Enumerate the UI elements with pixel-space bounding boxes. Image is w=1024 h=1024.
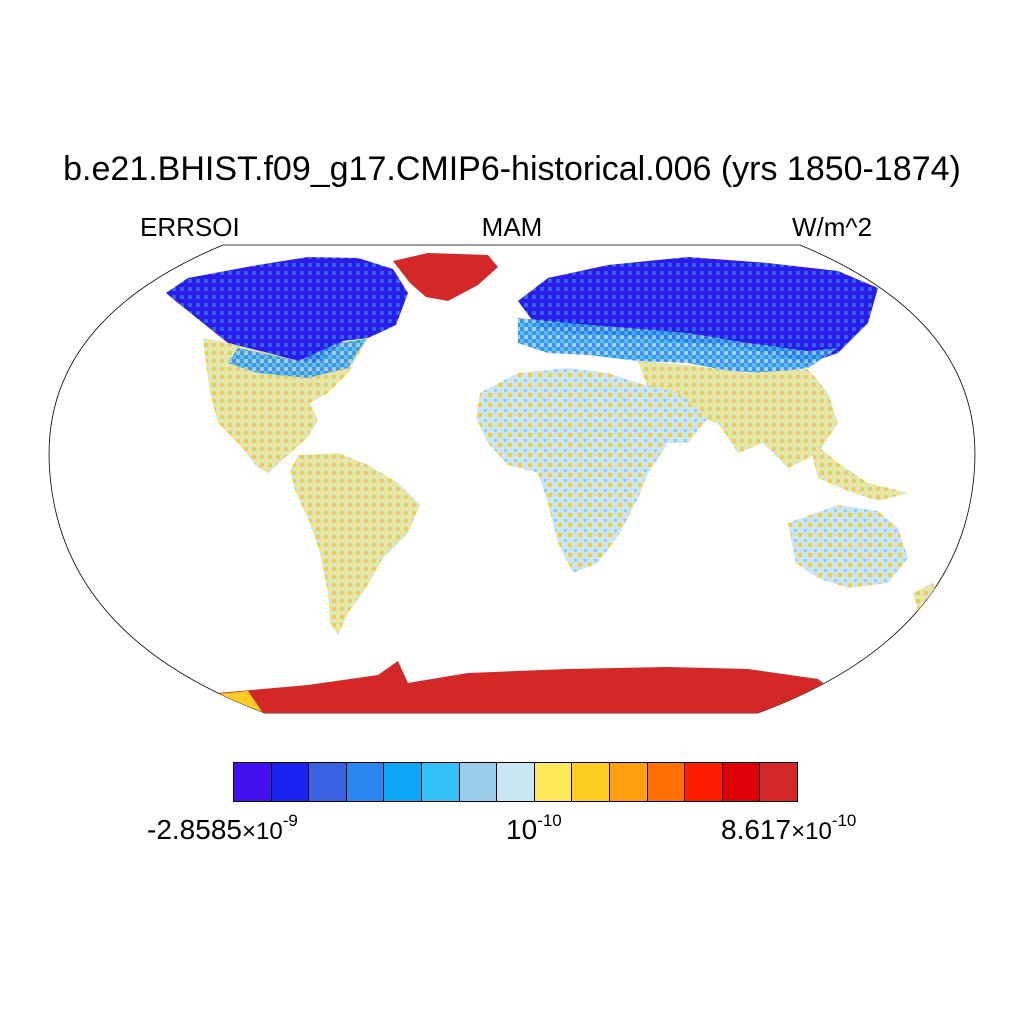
australia [788,505,908,588]
colorbar-box [760,763,797,801]
colorbar-max-label: 8.617×10-10 [721,811,857,845]
figure-title: b.e21.BHIST.f09_g17.CMIP6-historical.006… [63,150,961,188]
colorbar-box [459,763,498,801]
north-america-north [166,257,408,363]
units-label: W/m^2 [792,212,873,242]
colorbar-box [534,763,573,801]
colorbar-mid-label: 10-10 [506,811,562,845]
colorbar-box [647,763,686,801]
mid-lat-north-america [228,339,366,378]
season-label: MAM [481,212,543,242]
africa [476,368,668,573]
world-map [48,244,976,714]
colorbar-box [346,763,385,801]
colorbar-box [271,763,310,801]
antarctica [218,661,838,713]
south-america [290,453,420,635]
colorbar-box [685,763,723,801]
new-zealand [913,583,938,611]
colorbar-box [722,763,761,801]
colorbar-box [497,763,535,801]
eurasia-north [518,257,878,363]
asia-south [638,361,838,468]
colorbar-box [572,763,610,801]
arabia [638,383,708,443]
colorbar-box [609,763,648,801]
colorbar-min-label: -2.8585×10-9 [147,811,298,845]
colorbar-box [309,763,347,801]
colorbar-box [234,763,272,801]
colorbar [233,762,798,802]
colorbar-box [384,763,422,801]
southeast-asia [808,438,908,501]
greenland [393,253,498,301]
eurasia-mid [518,318,838,373]
antarctica-edge-right [808,693,848,713]
variable-label: ERRSOI [140,212,240,242]
colorbar-box [421,763,460,801]
